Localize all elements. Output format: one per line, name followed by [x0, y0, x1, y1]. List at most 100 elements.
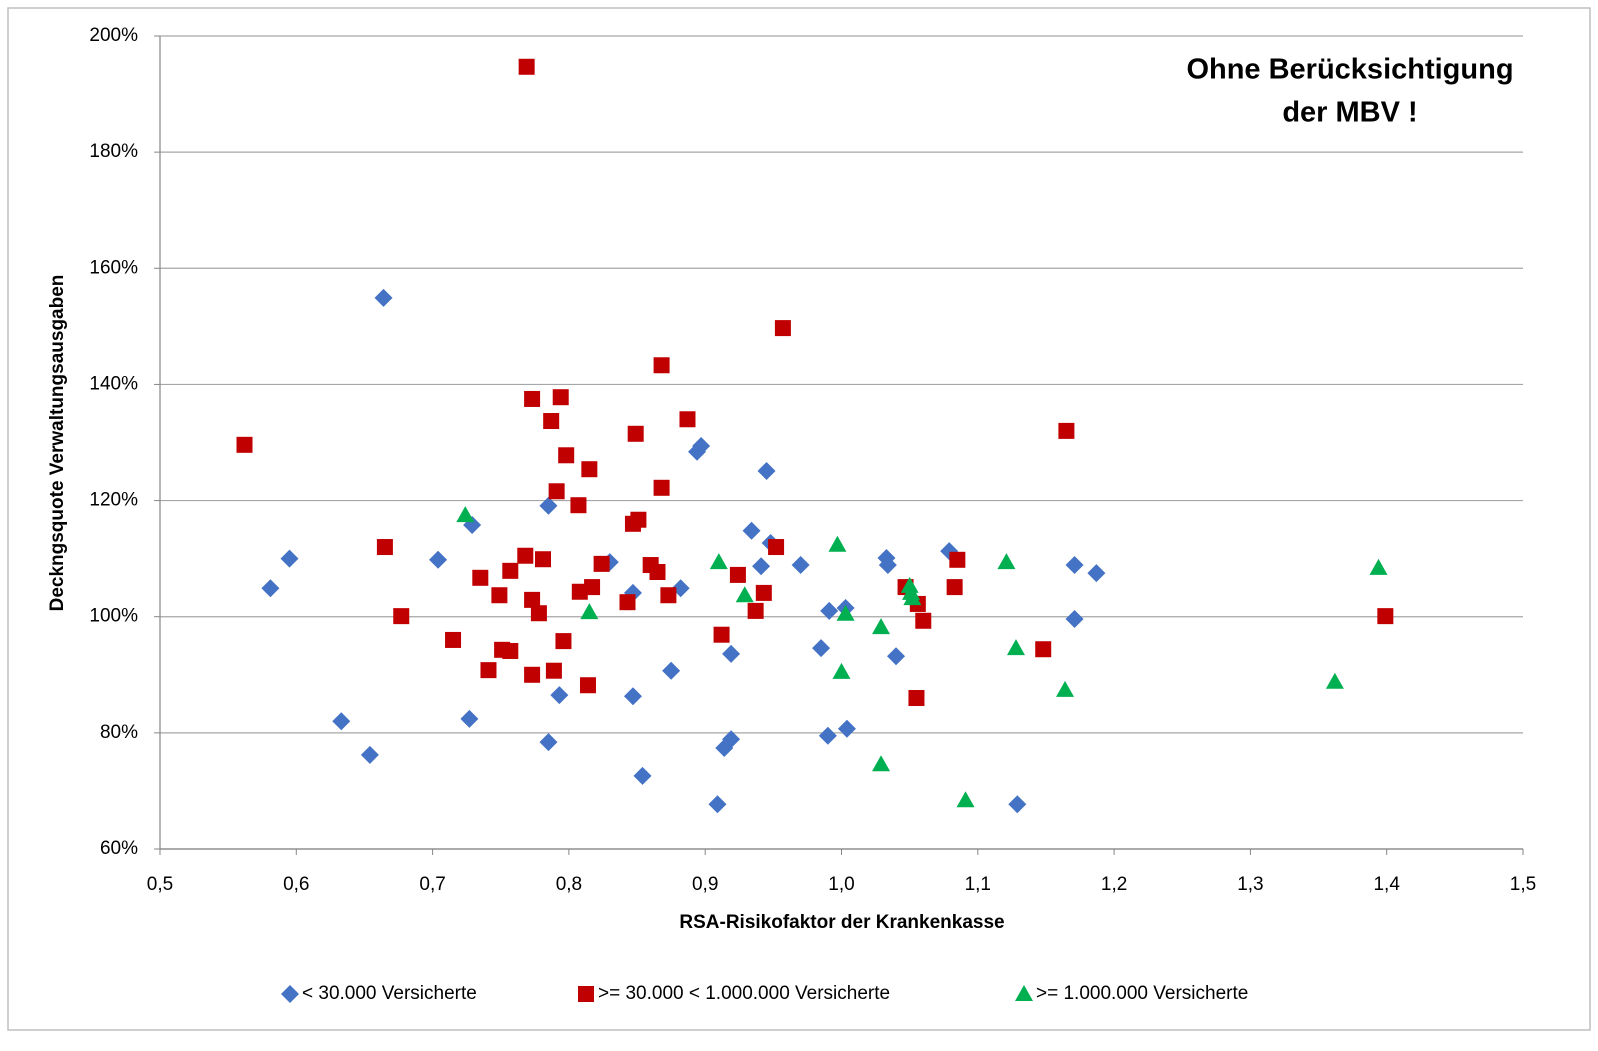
data-point: [708, 795, 727, 814]
data-point: [518, 58, 535, 75]
data-point: [791, 556, 810, 575]
x-tick-label: 0,9: [692, 874, 718, 895]
data-point: [956, 791, 975, 808]
x-tick-label: 1,0: [828, 874, 854, 895]
data-point: [236, 436, 253, 453]
data-point: [755, 584, 772, 601]
data-point: [524, 591, 541, 608]
data-point: [679, 411, 696, 428]
annotation: Ohne Berücksichtigung: [1186, 54, 1513, 86]
data-point: [836, 604, 855, 621]
data-point: [502, 562, 519, 579]
data-point: [1325, 672, 1344, 689]
data-point: [1056, 680, 1075, 697]
data-point: [524, 390, 541, 407]
data-point: [548, 483, 565, 500]
data-point: [543, 413, 560, 430]
legend-label: < 30.000 Versicherte: [302, 983, 477, 1004]
x-tick-label: 0,8: [556, 874, 582, 895]
data-point: [774, 320, 791, 337]
data-point: [539, 733, 558, 752]
data-point: [581, 461, 598, 478]
x-tick-label: 0,6: [283, 874, 309, 895]
data-point: [623, 687, 642, 706]
data-point: [1065, 556, 1084, 575]
x-tick-label: 0,7: [419, 874, 445, 895]
data-point: [752, 557, 771, 576]
data-point: [660, 587, 677, 604]
data-point: [491, 587, 508, 604]
data-point: [872, 618, 891, 635]
data-point: [517, 547, 534, 564]
data-point: [915, 612, 932, 629]
data-point: [949, 551, 966, 568]
data-point: [550, 686, 569, 705]
data-point: [828, 535, 847, 552]
data-point: [1008, 795, 1027, 814]
data-point: [502, 642, 519, 659]
data-point: [480, 662, 497, 679]
data-point: [571, 583, 588, 600]
data-point: [570, 497, 587, 514]
data-point: [1058, 422, 1075, 439]
x-axis-label: RSA-Risikofaktor der Krankenkasse: [679, 912, 1004, 933]
data-point: [709, 553, 728, 570]
data-point: [460, 709, 479, 728]
y-axis-label: Deckngsquote Verwaltungsausgaben: [47, 275, 68, 612]
legend-marker: [281, 985, 299, 1003]
data-point: [280, 549, 299, 568]
legend-label: >= 1.000.000 Versicherte: [1036, 983, 1248, 1004]
data-point: [1087, 564, 1106, 583]
data-point: [722, 730, 741, 749]
legend-label: >= 30.000 < 1.000.000 Versicherte: [598, 983, 890, 1004]
legend-marker: [1015, 985, 1033, 1001]
data-point: [539, 496, 558, 515]
data-point: [630, 511, 647, 528]
data-point: [627, 425, 644, 442]
data-point: [887, 647, 906, 666]
y-tick-label: 200%: [89, 25, 138, 46]
data-point: [729, 566, 746, 583]
data-point: [584, 579, 601, 596]
data-point: [580, 603, 599, 620]
data-point: [908, 690, 925, 707]
data-point: [692, 436, 711, 455]
y-tick-label: 100%: [89, 606, 138, 627]
y-tick-label: 160%: [89, 257, 138, 278]
data-point: [429, 550, 448, 569]
data-point: [997, 553, 1016, 570]
y-tick-label: 60%: [100, 838, 138, 859]
data-point: [946, 579, 963, 596]
data-point: [555, 633, 572, 650]
data-point: [742, 521, 761, 540]
data-point: [445, 631, 462, 648]
data-point: [1369, 558, 1388, 575]
data-point: [649, 563, 666, 580]
data-point: [456, 506, 475, 523]
data-point: [878, 556, 897, 575]
data-point: [374, 288, 393, 307]
data-point: [552, 389, 569, 406]
legend-marker: [578, 986, 594, 1002]
data-point: [530, 605, 547, 622]
data-point: [757, 461, 776, 480]
data-point: [593, 555, 610, 572]
data-point: [633, 766, 652, 785]
data-point: [524, 666, 541, 683]
data-point: [472, 569, 489, 586]
chart-border: [7, 7, 1591, 1031]
y-tick-label: 80%: [100, 722, 138, 743]
x-tick-label: 1,1: [965, 874, 991, 895]
data-point: [558, 447, 575, 464]
data-point: [545, 662, 562, 679]
data-point: [393, 608, 410, 625]
y-tick-label: 120%: [89, 490, 138, 511]
data-point: [662, 661, 681, 680]
data-point: [818, 726, 837, 745]
data-point: [722, 644, 741, 663]
x-tick-label: 1,5: [1510, 874, 1536, 895]
data-point: [903, 589, 922, 606]
data-point: [653, 479, 670, 496]
data-point: [261, 579, 280, 598]
